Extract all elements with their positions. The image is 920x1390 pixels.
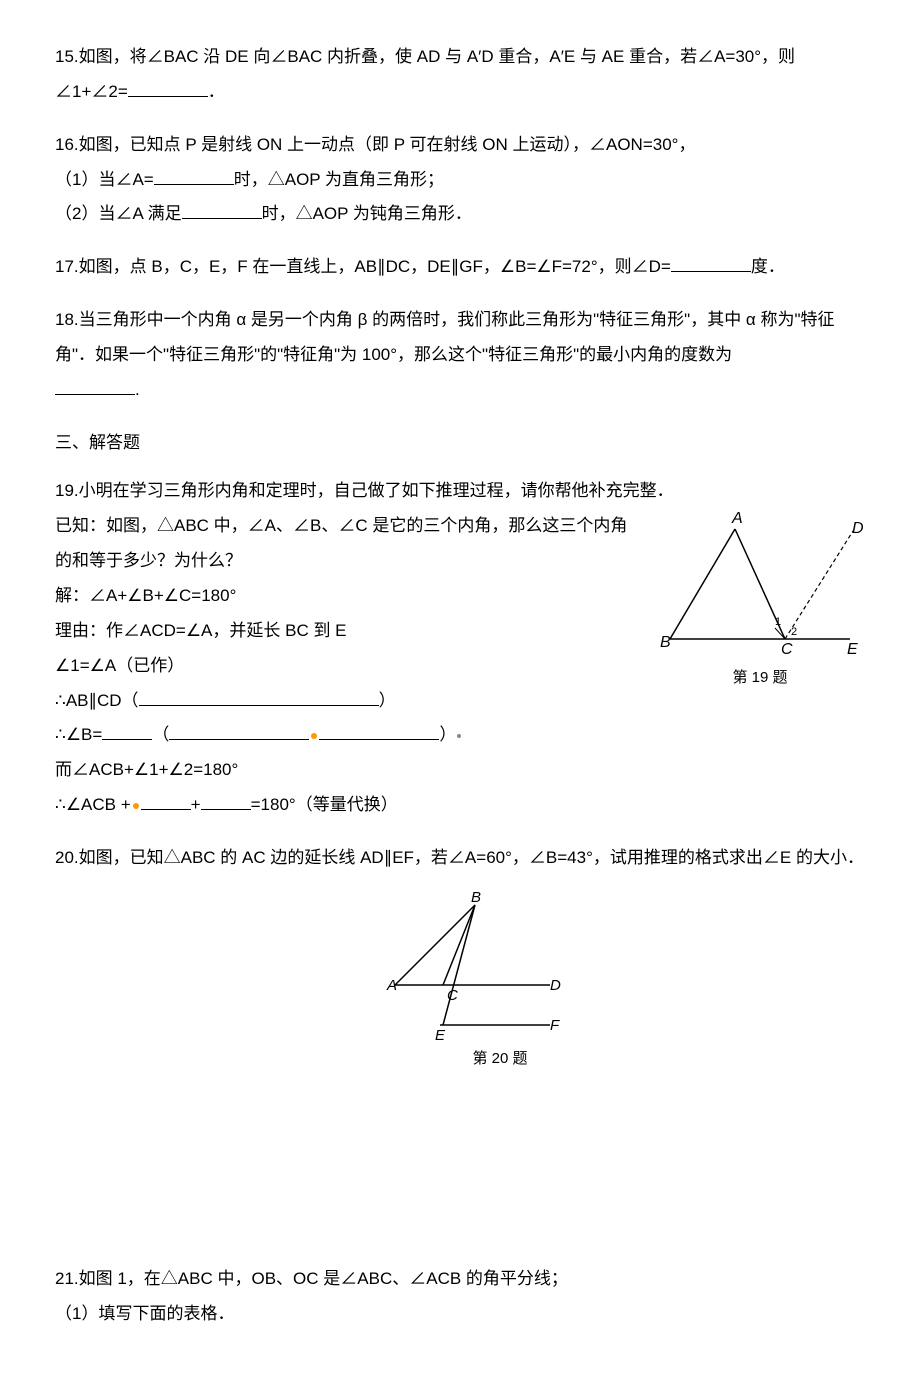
lbl-E: E [847,641,858,658]
lbl-A: A [731,510,743,527]
question-21: 21.如图 1，在△ABC 中，OB、OC 是∠ABC、∠ACB 的角平分线； … [55,1262,865,1332]
q19-l9b: + [191,795,201,814]
q19-l5: ∠1=∠A（已作） [55,649,635,684]
q15-text-b: ． [208,82,225,101]
lbl-2: 2 [791,626,797,638]
lbl20-F: F [550,1017,560,1034]
lbl-C: C [781,641,793,658]
q19-l9a: ∴∠ACB + [55,795,131,814]
q19-l7c: ） [439,725,456,744]
lbl-D: D [852,520,864,537]
q16-line1: 16.如图，已知点 P 是射线 ON 上一动点（即 P 可在射线 ON 上运动）… [55,128,865,163]
question-16: 16.如图，已知点 P 是射线 ON 上一动点（即 P 可在射线 ON 上运动）… [55,128,865,233]
lbl-1: 1 [775,616,781,628]
lbl20-C: C [447,987,458,1004]
q17-blank[interactable] [671,254,751,272]
q16-blank-2[interactable] [182,201,262,219]
q16-blank-1[interactable] [154,167,234,185]
question-15: 15.如图，将∠BAC 沿 DE 向∠BAC 内折叠，使 AD 与 A′D 重合… [55,40,865,110]
q19-figure: A B C D E 1 2 第 19 题 [655,509,865,694]
q19-svg-icon: A B C D E 1 2 [655,509,865,659]
q19-blank-5[interactable] [201,792,251,810]
q19-blank-3[interactable] [169,722,309,740]
q17-a: 17.如图，点 B，C，E，F 在一直线上，AB∥DC，DE∥GF，∠B=∠F=… [55,257,671,276]
q21-l1: 21.如图 1，在△ABC 中，OB、OC 是∠ABC、∠ACB 的角平分线； [55,1262,865,1297]
q19-l8: 而∠ACB+∠1+∠2=180° [55,753,635,788]
q19-figcap: 第 19 题 [655,663,865,694]
q18-blank[interactable] [55,377,135,395]
question-20: 20.如图，已知△ABC 的 AC 边的延长线 AD∥EF，若∠A=60°，∠B… [55,841,865,1075]
q18-a: 18.当三角形中一个内角 α 是另一个内角 β 的两倍时，我们称此三角形为"特征… [55,310,835,364]
q19-l6b: ） [379,691,396,710]
q17-b: 度． [751,257,785,276]
q19-blank-3b[interactable] [319,722,439,740]
lbl20-E: E [435,1027,446,1040]
spacer [55,1092,865,1262]
q20-figure: B A C D E F 第 20 题 [385,890,615,1075]
q19-l1: 19.小明在学习三角形内角和定理时，自己做了如下推理过程，请你帮他补充完整． [55,474,865,509]
q19-blank-2[interactable] [102,722,152,740]
dot-decor2-icon [133,803,139,809]
q19-l3: 解：∠A+∠B+∠C=180° [55,579,635,614]
lbl20-B: B [471,890,481,906]
lbl-B: B [660,634,671,651]
dot-decor-icon [311,733,317,739]
q16-line3b: 时，△AOP 为钝角三角形． [262,204,472,223]
q19-l9c: =180°（等量代换） [251,795,398,814]
q20-text: 20.如图，已知△ABC 的 AC 边的延长线 AD∥EF，若∠A=60°，∠B… [55,841,865,876]
question-19: 19.小明在学习三角形内角和定理时，自己做了如下推理过程，请你帮他补充完整． 已… [55,474,865,822]
dot-gray-icon [457,734,461,738]
q18-b: . [135,380,140,399]
q15-blank[interactable] [128,79,208,97]
q19-l7a: ∴∠B= [55,725,102,744]
q19-l2: 已知：如图，△ABC 中，∠A、∠B、∠C 是它的三个内角，那么这三个内角的和等… [55,509,635,579]
section-3-header: 三、解答题 [55,426,865,461]
q19-blank-1[interactable] [139,688,379,706]
q19-l7b: （ [152,725,169,744]
q20-figcap: 第 20 题 [385,1044,615,1075]
question-17: 17.如图，点 B，C，E，F 在一直线上，AB∥DC，DE∥GF，∠B=∠F=… [55,250,865,285]
q16-line2b: 时，△AOP 为直角三角形； [234,170,444,189]
q16-line3a: （2）当∠A 满足 [55,204,182,223]
q19-blank-4[interactable] [141,792,191,810]
q19-l4: 理由：作∠ACD=∠A，并延长 BC 到 E [55,614,635,649]
q19-l6a: ∴AB∥CD（ [55,691,139,710]
lbl20-D: D [550,977,561,994]
question-18: 18.当三角形中一个内角 α 是另一个内角 β 的两倍时，我们称此三角形为"特征… [55,303,865,408]
lbl20-A: A [386,977,397,994]
q16-line2a: （1）当∠A= [55,170,154,189]
q20-svg-icon: B A C D E F [385,890,565,1040]
